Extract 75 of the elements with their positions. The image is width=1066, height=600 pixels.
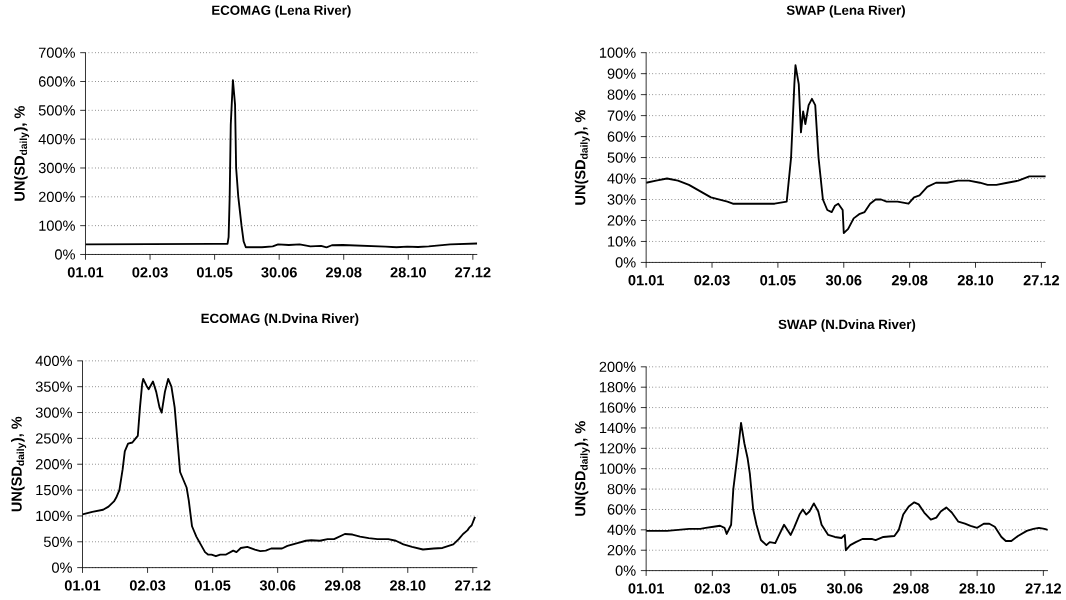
x-tick-label: 01.05 (760, 274, 796, 286)
x-tick-label: 02.03 (129, 580, 166, 591)
y-axis-title: UN(SD$_{daily}$), % (11, 416, 27, 512)
x-tick-label: 28.10 (959, 583, 995, 594)
y-tick-label: 350% (35, 381, 72, 392)
x-tick-label: 28.10 (957, 274, 994, 286)
y-tick-label: 50% (43, 536, 72, 547)
x-tick-label: 30.06 (261, 266, 297, 278)
x-tick-label: 01.01 (64, 580, 101, 591)
x-tick-label: 30.06 (259, 580, 296, 591)
y-tick-label: 300% (38, 162, 75, 173)
y-tick-label: 250% (35, 433, 72, 444)
y-tick-label: 30% (607, 194, 636, 205)
chart-title: SWAP (Lena River) (786, 4, 905, 18)
chart-title: ECOMAG (Lena River) (212, 4, 351, 18)
y-axis-title: UN(SD$_{daily}$), % (574, 420, 590, 516)
x-tick-label: 01.05 (194, 580, 231, 591)
y-tick-label: 200% (599, 361, 636, 372)
y-tick-label: 0% (615, 565, 636, 576)
y-tick-label: 400% (35, 355, 72, 366)
y-tick-label: 100% (599, 47, 636, 58)
y-tick-label: 120% (599, 442, 636, 454)
y-tick-label: 10% (608, 236, 636, 247)
x-tick-label: 02.03 (132, 266, 168, 278)
x-tick-label: 27.12 (1025, 583, 1061, 594)
y-tick-label: 180% (599, 381, 636, 393)
x-tick-label: 01.05 (760, 583, 797, 594)
y-tick-label: 0% (55, 249, 75, 260)
y-tick-label: 150% (36, 484, 72, 496)
x-tick-label: 02.03 (694, 274, 730, 286)
y-tick-label: 700% (38, 47, 75, 58)
y-tick-label: 100% (599, 463, 636, 474)
x-tick-label: 30.06 (825, 274, 862, 286)
y-tick-label: 200% (38, 191, 75, 202)
y-tick-label: 50% (607, 152, 636, 163)
y-axis-title: UN(SD$_{daily}$), % (14, 105, 30, 201)
y-tick-label: 40% (607, 524, 636, 535)
y-tick-label: 100% (39, 220, 75, 231)
y-tick-label: 140% (599, 422, 636, 433)
y-tick-label: 60% (607, 131, 636, 142)
y-tick-label: 90% (607, 68, 636, 79)
x-tick-label: 01.01 (628, 274, 664, 286)
x-tick-label: 29.08 (891, 274, 928, 286)
y-axis-title: UN(SD$_{daily}$), % (574, 109, 590, 205)
y-tick-label: 40% (607, 173, 636, 184)
x-tick-label: 02.03 (694, 583, 731, 594)
x-tick-label: 01.01 (67, 266, 104, 278)
y-tick-label: 600% (38, 76, 75, 87)
y-tick-label: 0% (615, 257, 636, 268)
y-tick-label: 20% (607, 215, 636, 226)
chart-title: ECOMAG (N.Dvina River) (201, 313, 359, 326)
x-tick-label: 27.12 (1023, 274, 1060, 286)
y-tick-label: 400% (38, 133, 75, 145)
y-tick-label: 80% (607, 89, 636, 100)
x-tick-label: 29.08 (325, 266, 362, 278)
y-tick-label: 500% (38, 104, 75, 116)
y-tick-label: 200% (35, 458, 72, 470)
y-tick-label: 70% (607, 110, 636, 121)
x-tick-label: 30.06 (826, 583, 863, 594)
x-tick-label: 01.01 (628, 583, 664, 594)
y-tick-label: 300% (35, 407, 72, 418)
y-tick-label: 20% (607, 544, 636, 556)
y-tick-label: 160% (599, 402, 636, 413)
y-tick-label: 80% (607, 483, 636, 495)
x-tick-label: 29.08 (324, 580, 361, 591)
y-tick-label: 0% (52, 562, 72, 573)
x-tick-label: 27.12 (455, 580, 491, 591)
x-tick-label: 29.08 (893, 583, 929, 594)
x-tick-label: 27.12 (455, 266, 491, 278)
x-tick-label: 01.05 (196, 266, 233, 278)
y-tick-label: 100% (36, 510, 72, 521)
x-tick-label: 28.10 (390, 580, 426, 591)
chart-title: SWAP (N.Dvina River) (778, 319, 916, 332)
x-tick-label: 28.10 (390, 266, 426, 278)
y-tick-label: 60% (607, 504, 636, 515)
